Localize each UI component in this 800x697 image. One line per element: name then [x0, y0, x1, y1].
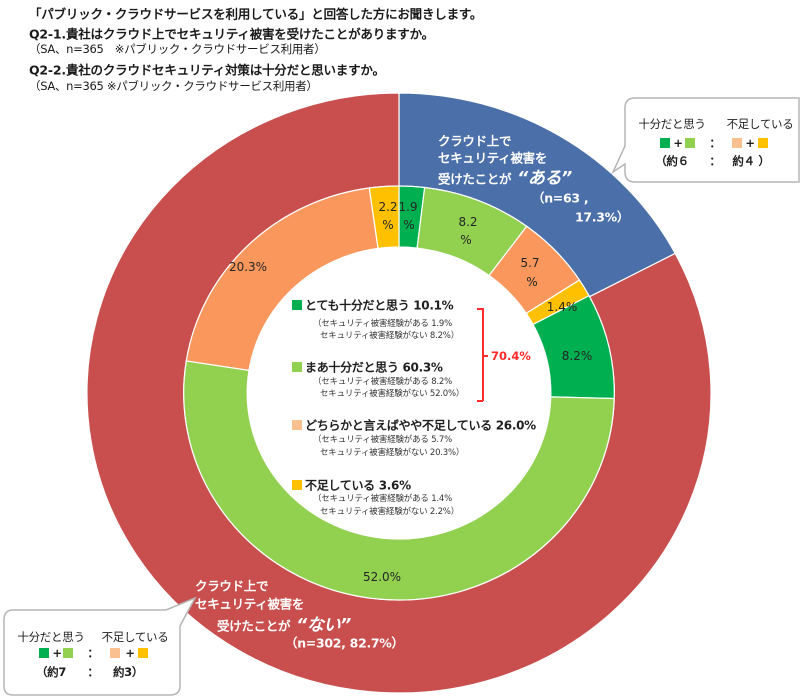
data-label-dgreen-no: 8.2%: [561, 349, 593, 363]
data-label-orange-yes-unit: %: [526, 275, 538, 289]
outer-label-aru-emphasis: “ある”: [517, 168, 572, 189]
outer-label-nai-line3-text: 受けたことが: [217, 618, 291, 634]
outer-label-aru-n: （n=63 ,: [532, 190, 589, 206]
bubble-tr-swatch-dark-green: [660, 138, 670, 148]
bubble-bl-colon-2: ：: [87, 665, 99, 679]
bubble-tr-insufficient-heading: 不足している: [726, 117, 794, 131]
bubble-tr-swatch-peach: [732, 138, 742, 148]
inner-ring: [183, 185, 615, 601]
data-label-lgreen-yes-value: 8.2: [458, 215, 478, 229]
bubble-tr-colon-1: ：: [709, 136, 721, 150]
bubble-bl-swatch-peach: [110, 648, 120, 658]
bubble-bl-sufficient-heading: 十分だと思う: [17, 630, 85, 644]
bubble-bl-swatch-yellow: [138, 648, 148, 658]
outer-label-nai-line2: セキュリティ被害を: [195, 596, 305, 612]
legend-title-somewhat-sufficient: まあ十分だと思う 60.3%: [305, 360, 443, 375]
question-q2-2: Q2-2.貴社のクラウドセキュリティ対策は十分だと思いますか。: [29, 62, 385, 78]
bracket-vertical: [482, 308, 484, 401]
outer-label-aru-line3-text: 受けたことが: [438, 171, 512, 187]
legend-sub-somewhat-sufficient-yes: （セキュリティ被害経験がある 8.2%: [313, 377, 452, 387]
bubble-tr-swatch-light-green: [685, 138, 695, 148]
bubble-bl-swatch-dark-green: [39, 648, 49, 658]
legend-title-insufficient: 不足している 3.6%: [305, 478, 411, 493]
outer-label-aru-pct: 17.3%）: [575, 209, 630, 225]
bracket-top-tick: [477, 308, 483, 310]
data-label-dgreen-yes-value: 1.9: [398, 200, 418, 214]
inner-ring-slice-5: [183, 360, 615, 601]
question-q2-1: Q2-1.貴社はクラウド上でセキュリティ被害を受けたことがありますか。: [29, 26, 434, 42]
data-label-yellow-no-value: 2.2: [378, 200, 398, 214]
data-label-dgreen-yes-unit: %: [403, 218, 415, 232]
bubble-bl-plus-1: +: [52, 646, 62, 660]
bubble-bl-insufficient-heading: 不足している: [101, 630, 169, 644]
legend-sub-somewhat-insufficient-no: セキュリティ被害経験がない 20.3%）: [320, 448, 465, 458]
bracket-bottom-tick: [477, 400, 483, 402]
outer-label-aru-line2: セキュリティ被害を: [438, 150, 548, 166]
bubble-tr-ratio-right: 約４ ）: [732, 154, 770, 168]
bubble-bottom-left-shape: [3, 596, 197, 696]
legend-sub-somewhat-sufficient-no: セキュリティ被害経験がない 52.0%）: [320, 389, 465, 399]
bubble-tr-colon-2: ：: [709, 154, 721, 168]
bubble-tr-swatch-yellow: [758, 138, 768, 148]
legend-title-somewhat-insufficient: どちらかと言えばやや不足している 26.0%: [305, 418, 536, 433]
question-q2-2-note: （SA、n=365 ※パブリック・クラウドサービス利用者）: [29, 79, 318, 93]
data-label-orange-yes-value: 5.7: [520, 256, 540, 270]
legend-sub-somewhat-insufficient-yes: （セキュリティ被害経験がある 5.7%: [313, 435, 452, 445]
bubble-tr-sufficient-heading: 十分だと思う: [638, 117, 706, 131]
legend-swatch-very-sufficient: [292, 300, 302, 310]
sufficient-total-label: 70.4%: [491, 349, 531, 363]
inner-ring-slice-7: [368, 185, 400, 250]
legend-swatch-somewhat-insufficient: [292, 420, 302, 430]
bubble-bl-plus-2: +: [125, 646, 135, 660]
outer-label-aru-line1: クラウド上で: [438, 133, 512, 149]
bubble-bl-swatch-light-green: [63, 648, 73, 658]
bubble-bl-ratio-right: 約3）: [112, 665, 144, 679]
legend-sub-insufficient-yes: （セキュリティ被害経験がある 1.4%: [313, 494, 452, 504]
outer-label-aru-line3: 受けたことが “ある”: [438, 164, 572, 189]
outer-label-nai-line1: クラウド上で: [195, 578, 269, 594]
legend-title-very-sufficient: とても十分だと思う 10.1%: [305, 298, 454, 313]
bubble-top-right-shape: [611, 97, 800, 183]
bubble-tr-ratio-left: （約６: [655, 154, 689, 168]
data-label-lgreen-no: 52.0%: [362, 570, 402, 584]
data-label-orange-no: 20.3%: [228, 260, 268, 274]
outer-label-nai-n-pct: （n=302, 82.7%）: [285, 635, 404, 651]
bubble-tr-plus-1: +: [673, 136, 683, 150]
legend-swatch-somewhat-sufficient: [292, 362, 302, 372]
header-intro: 「パブリック・クラウドサービスを利用している」と回答した方にお聞きします。: [29, 6, 483, 22]
data-label-lgreen-yes-unit: %: [460, 233, 472, 247]
outer-label-nai-emphasis: “ない”: [296, 615, 351, 636]
legend-swatch-insufficient: [292, 480, 302, 490]
outer-label-nai-line3: 受けたことが “ない”: [217, 611, 351, 636]
data-label-yellow-no-unit: %: [382, 218, 394, 232]
legend-sub-insufficient-no: セキュリティ被害経験がない 2.2%）: [320, 507, 459, 517]
legend-sub-very-sufficient-no: セキュリティ被害経験がない 8.2%）: [320, 331, 459, 341]
bubble-bl-ratio-left: （約7: [35, 665, 67, 679]
bracket-middle-tick: [482, 355, 488, 357]
data-label-yellow-yes: 1.4%: [546, 300, 578, 314]
bubble-tr-plus-2: +: [745, 136, 755, 150]
legend-sub-very-sufficient-yes: （セキュリティ被害経験がある 1.9%: [313, 319, 452, 329]
bubble-bl-colon-1: ：: [87, 646, 99, 660]
question-q2-1-note: （SA、n=365 ※パブリック・クラウドサービス利用者）: [29, 42, 326, 56]
